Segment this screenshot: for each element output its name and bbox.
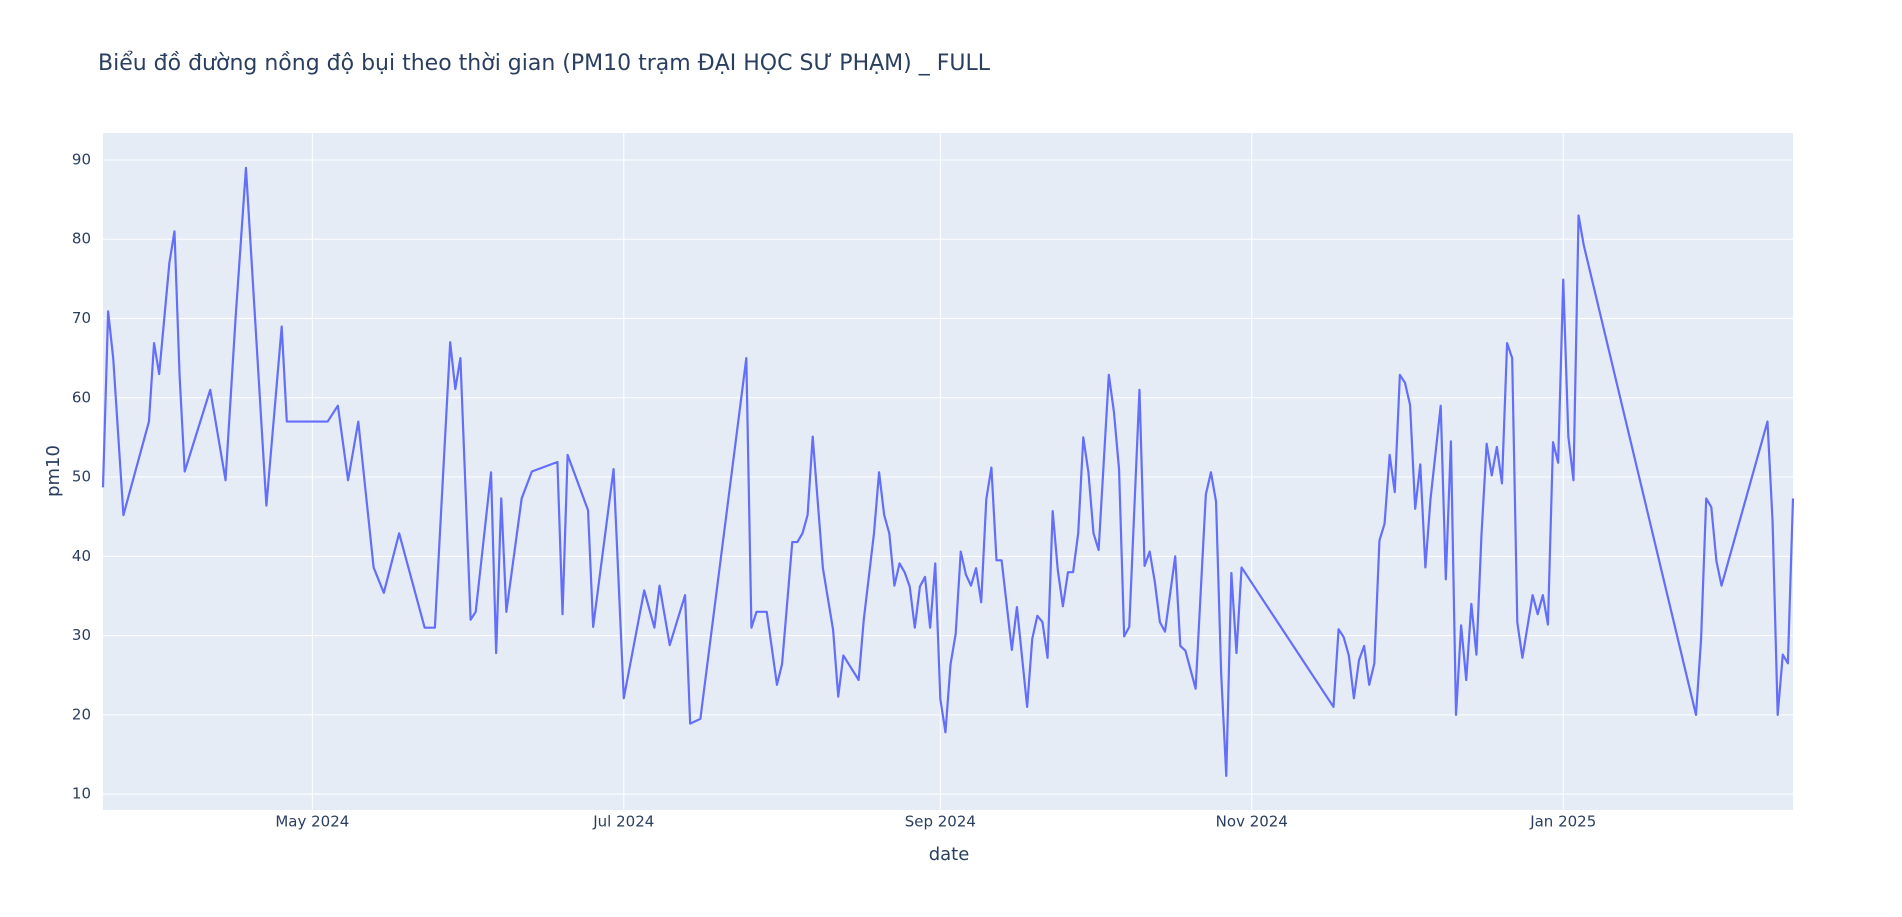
x-tick-label: Jul 2024 [592, 813, 654, 831]
x-tick-label: Jan 2025 [1529, 813, 1596, 831]
y-tick-label: 30 [72, 626, 91, 644]
y-tick-label: 70 [72, 309, 91, 327]
y-tick-label: 40 [72, 547, 91, 565]
y-tick-label: 20 [72, 705, 91, 723]
data-line [101, 166, 1795, 778]
x-tick-label: Sep 2024 [905, 813, 976, 831]
y-axis-label: pm10 [43, 445, 64, 497]
y-tick-label: 50 [72, 468, 91, 486]
y-tick-label: 10 [72, 785, 91, 803]
y-tick-label: 60 [72, 388, 91, 406]
x-tick-label: May 2024 [275, 813, 349, 831]
y-tick-label: 90 [72, 150, 91, 168]
y-tick-label: 80 [72, 230, 91, 248]
chart-title: Biểu đồ đường nồng độ bụi theo thời gian… [98, 51, 991, 76]
x-axis-label: date [929, 844, 970, 865]
x-tick-label: Nov 2024 [1216, 813, 1288, 831]
